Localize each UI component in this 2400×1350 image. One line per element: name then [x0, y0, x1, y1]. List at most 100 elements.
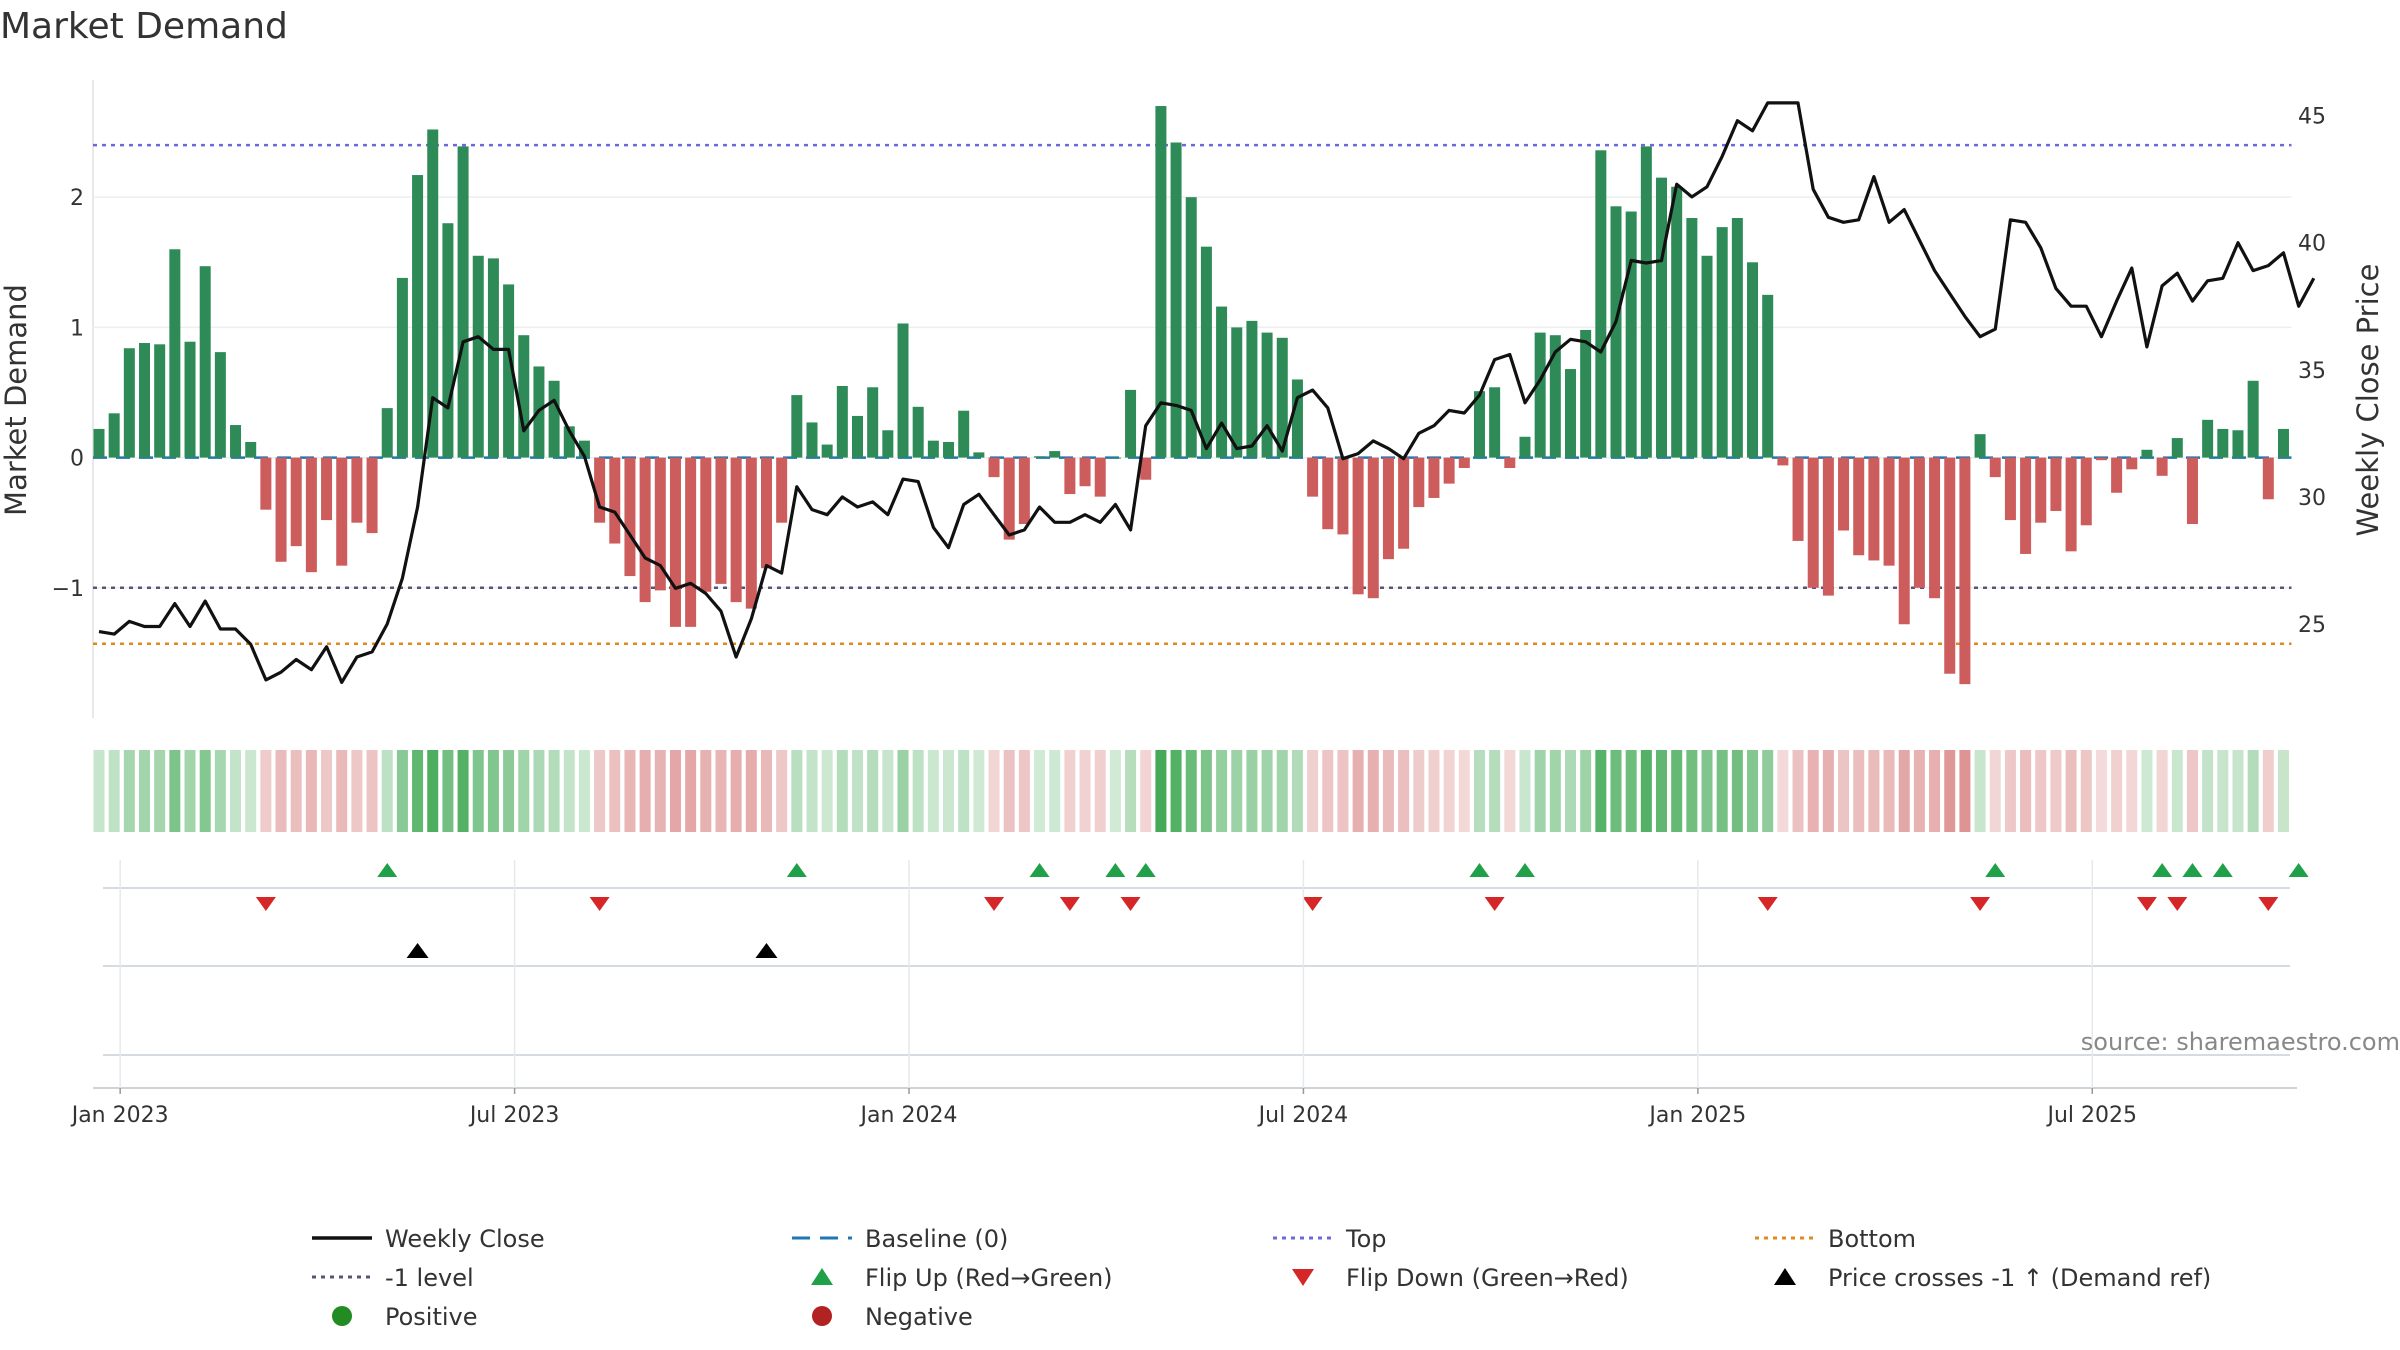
demand-bar [1989, 457, 2001, 478]
strip-cell [1034, 750, 1046, 832]
legend-label: -1 level [385, 1264, 474, 1292]
demand-bar [2035, 457, 2047, 523]
strip-cell [2035, 750, 2047, 832]
demand-bar [1109, 457, 1121, 459]
legend-label: Flip Up (Red→Green) [865, 1264, 1113, 1292]
strip-cell [776, 750, 788, 832]
strip-cell [1701, 750, 1713, 832]
flip-up-marker [786, 863, 807, 877]
demand-bar [1580, 329, 1592, 458]
strip-cell [2186, 750, 2198, 832]
strip-cell [1003, 750, 1015, 832]
strip-cell [1246, 750, 1258, 832]
right-tick-label: 45 [2298, 105, 2326, 130]
strip-cell [199, 750, 211, 832]
demand-bar [594, 457, 606, 523]
flip-down-marker [2258, 897, 2279, 911]
demand-bar [1307, 457, 1319, 497]
strip-cell [2141, 750, 2153, 832]
strip-cell [169, 750, 181, 832]
demand-bar [1868, 457, 1880, 561]
demand-bar [852, 415, 863, 458]
flip-down-marker [1059, 897, 1080, 911]
demand-bar [1428, 457, 1440, 498]
demand-bar [321, 457, 333, 521]
strip-cell [396, 750, 408, 832]
left-tick-label: 0 [70, 447, 84, 472]
demand-bar [1595, 150, 1607, 458]
demand-bar [503, 284, 515, 458]
strip-cell [563, 750, 575, 832]
demand-bar [2020, 457, 2032, 554]
strip-cell [973, 750, 985, 832]
flip-down-marker [2167, 897, 2188, 911]
demand-bar [897, 323, 909, 458]
strip-cell [1489, 750, 1501, 832]
strip-cell [123, 750, 135, 832]
demand-bar [230, 425, 242, 458]
demand-bar [1549, 335, 1561, 458]
strip-cell [1747, 750, 1759, 832]
strip-cell [669, 750, 681, 832]
strip-cell [1807, 750, 1819, 832]
x-tick-label: Jan 2025 [1647, 1103, 1746, 1128]
strip-cell [943, 750, 955, 832]
demand-bar [912, 406, 924, 458]
demand-bar [518, 335, 530, 458]
flip-down-marker [1757, 897, 1778, 911]
strip-cell [518, 750, 530, 832]
strip-cell [2080, 750, 2092, 832]
legend-label: Price crosses -1 ↑ (Demand ref) [1828, 1264, 2211, 1292]
strip-cell [2004, 750, 2016, 832]
strip-cell [1504, 750, 1516, 832]
legend-label: Positive [385, 1303, 478, 1331]
demand-bar [715, 457, 727, 584]
strip-cell [472, 750, 484, 832]
strip-cell [1519, 750, 1531, 832]
strip-cell [1428, 750, 1440, 832]
demand-bar [427, 129, 439, 458]
demand-bar [973, 452, 985, 458]
demand-bar [412, 175, 424, 458]
legend-label: Top [1345, 1225, 1387, 1253]
demand-bar [1291, 379, 1303, 458]
strip-cell [1094, 750, 1106, 832]
legend-swatch-flip-down [1292, 1269, 1314, 1286]
demand-bar [563, 426, 575, 458]
strip-cell [1458, 750, 1470, 832]
strip-cell [336, 750, 348, 832]
flip-down-marker [1970, 897, 1991, 911]
strip-cell [260, 750, 272, 832]
strip-cell [1656, 750, 1668, 832]
legend-item: Flip Up (Red→Green) [811, 1264, 1113, 1292]
strip-cell [139, 750, 151, 832]
legend-item: Top [1273, 1225, 1387, 1253]
flip-up-marker [2212, 863, 2233, 877]
strip-cell [2262, 750, 2274, 832]
demand-bar [260, 457, 272, 510]
flip-up-marker [2152, 863, 2173, 877]
strip-cell [503, 750, 515, 832]
x-tick-label: Jan 2024 [859, 1103, 958, 1128]
strip-cell [1625, 750, 1637, 832]
demand-bar [396, 277, 408, 458]
strip-cell [1413, 750, 1425, 832]
strip-cell [2277, 750, 2289, 832]
demand-bars [93, 106, 2289, 685]
strip-cell [1322, 750, 1334, 832]
legend-item: Baseline (0) [792, 1225, 1008, 1253]
strip-cell [1777, 750, 1789, 832]
demand-bar [1489, 387, 1501, 458]
strip-cell [1337, 750, 1349, 832]
demand-bar [1883, 457, 1895, 566]
strip-cell [1549, 750, 1561, 832]
demand-bar [730, 457, 742, 603]
demand-bar [700, 457, 712, 592]
strip-cell [1473, 750, 1485, 832]
demand-bar [2111, 457, 2123, 493]
strip-cell [93, 750, 105, 832]
strip-cell [2217, 750, 2229, 832]
strip-cell [1185, 750, 1197, 832]
demand-bar [867, 387, 879, 458]
strip-cell [1534, 750, 1546, 832]
